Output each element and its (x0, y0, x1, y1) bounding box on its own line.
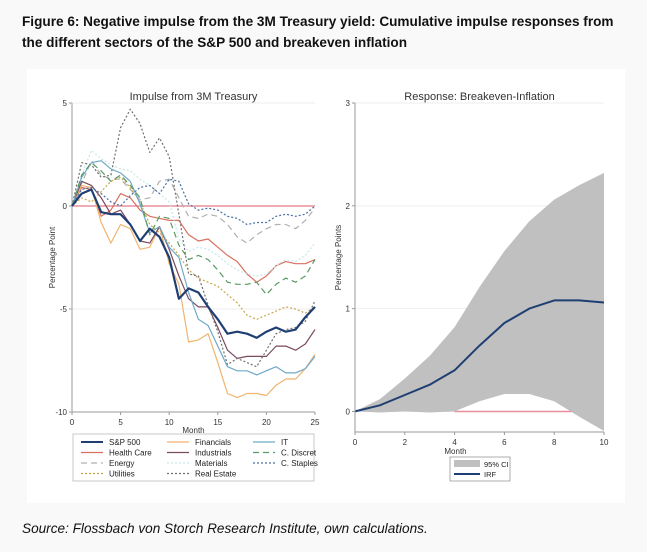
right-x-axis-label: Month (444, 447, 466, 456)
legend-label: Financials (195, 438, 231, 447)
right-x-tick-label: 8 (552, 438, 557, 447)
left-x-tick-label: 0 (70, 418, 75, 427)
series-line-real-estate (71, 108, 316, 368)
right-y-tick-label: 2 (346, 202, 351, 211)
right-x-tick-label: 0 (353, 438, 358, 447)
legend-label: Health Care (109, 449, 152, 458)
legend-label: C. Staples (281, 459, 318, 468)
right-x-tick-label: 6 (502, 438, 507, 447)
legend-label: S&P 500 (109, 438, 141, 447)
legend-label: IRF (484, 470, 497, 479)
series-line-it (71, 160, 316, 376)
legend-label: IT (281, 438, 288, 447)
series-line-industrials (71, 180, 316, 359)
legend-label: Utilities (109, 470, 135, 479)
left-y-tick-label: -5 (60, 305, 68, 314)
right-y-tick-label: 3 (346, 99, 351, 108)
legend-label: Industrials (195, 449, 231, 458)
left-y-axis-label: Percentage Point (48, 226, 57, 288)
left-x-tick-label: 15 (213, 418, 222, 427)
legend-label: Materials (195, 459, 227, 468)
legend-label: Energy (109, 459, 134, 468)
legend-label: C. Discret (281, 449, 317, 458)
left-x-tick-label: 10 (165, 418, 174, 427)
right-y-tick-label: 0 (346, 407, 351, 416)
right-y-tick-label: 1 (346, 305, 351, 314)
series-line-utilities (71, 176, 316, 320)
left-y-tick-label: 5 (63, 99, 68, 108)
right-chart-title: Response: Breakeven-Inflation (404, 91, 554, 103)
figure-title: Figure 6: Negative impulse from the 3M T… (22, 14, 614, 50)
right-x-tick-label: 2 (403, 438, 408, 447)
legend-label: Real Estate (195, 470, 237, 479)
left-y-tick-label: 0 (63, 202, 68, 211)
series-line-c-discret (71, 162, 316, 296)
right-x-tick-label: 4 (452, 438, 457, 447)
left-x-tick-label: 20 (262, 418, 271, 427)
series-line-financials (71, 184, 316, 399)
series-line-energy (71, 160, 316, 244)
right-y-axis-label: Percentage Points (334, 225, 343, 290)
left-x-axis-label: Month (182, 426, 204, 435)
legend-label: 95% CI (484, 460, 509, 469)
legend-swatch-95-ci (454, 460, 480, 467)
series-line-health-care (71, 186, 316, 283)
source-note: Source: Flossbach von Storch Research In… (22, 521, 428, 536)
left-chart-title: Impulse from 3M Treasury (130, 91, 258, 103)
ci-band (355, 172, 604, 431)
left-x-tick-label: 5 (118, 418, 123, 427)
irf-line (354, 299, 605, 413)
left-y-tick-label: -10 (55, 408, 67, 417)
series-line-s-p-500 (71, 188, 316, 339)
left-x-tick-label: 25 (311, 418, 320, 427)
right-x-tick-label: 10 (600, 438, 609, 447)
